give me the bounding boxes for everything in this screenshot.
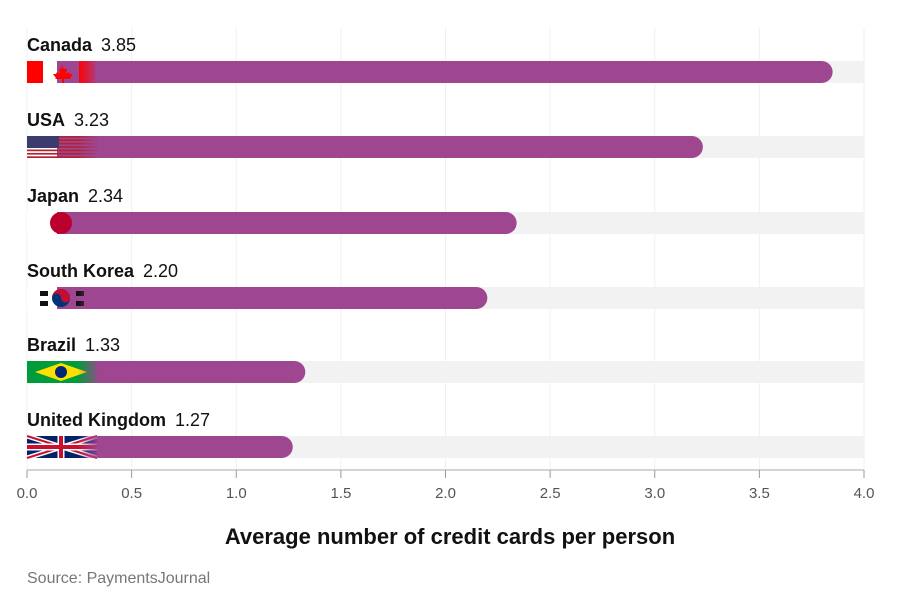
x-tick-label: 0.0 — [17, 485, 38, 502]
bar-row: United Kingdom 1.27 — [26, 410, 864, 461]
category-label: USA — [27, 110, 65, 130]
value-label: 3.85 — [101, 35, 136, 55]
category-label: South Korea — [27, 261, 135, 281]
x-tick-label: 3.5 — [749, 485, 770, 502]
source-note: Source: PaymentsJournal — [27, 570, 211, 587]
bar-row: USA 3.23 — [27, 110, 864, 158]
x-tick-label: 4.0 — [854, 485, 875, 502]
value-label: 1.27 — [175, 410, 210, 430]
bar-row: Canada 3.85 — [27, 35, 864, 83]
x-tick-label: 3.0 — [644, 485, 665, 502]
category-label: United Kingdom — [27, 410, 166, 430]
x-tick-label: 2.0 — [435, 485, 456, 502]
bar-chart: Canada 3.85 USA 3.23 Japan 2.34 South Korea 2.2… — [17, 28, 875, 502]
bar-row: Japan 2.34 — [27, 186, 864, 234]
x-tick-label: 2.5 — [540, 485, 561, 502]
japan-flag — [50, 212, 72, 234]
category-label: Canada — [27, 35, 93, 55]
bar-row: South Korea 2.20 — [27, 261, 864, 309]
category-label: Brazil — [27, 335, 76, 355]
category-label: Japan — [27, 186, 79, 206]
x-tick-label: 1.0 — [226, 485, 247, 502]
value-label: 2.34 — [88, 186, 123, 206]
x-tick-label: 1.5 — [330, 485, 351, 502]
value-label: 2.20 — [143, 261, 178, 281]
bar-row: Brazil 1.33 — [27, 335, 864, 383]
x-tick-label: 0.5 — [121, 485, 142, 502]
x-axis-label: Average number of credit cards per perso… — [224, 524, 676, 549]
value-label: 3.23 — [74, 110, 109, 130]
usa-flag — [27, 136, 97, 158]
value-label: 1.33 — [85, 335, 120, 355]
